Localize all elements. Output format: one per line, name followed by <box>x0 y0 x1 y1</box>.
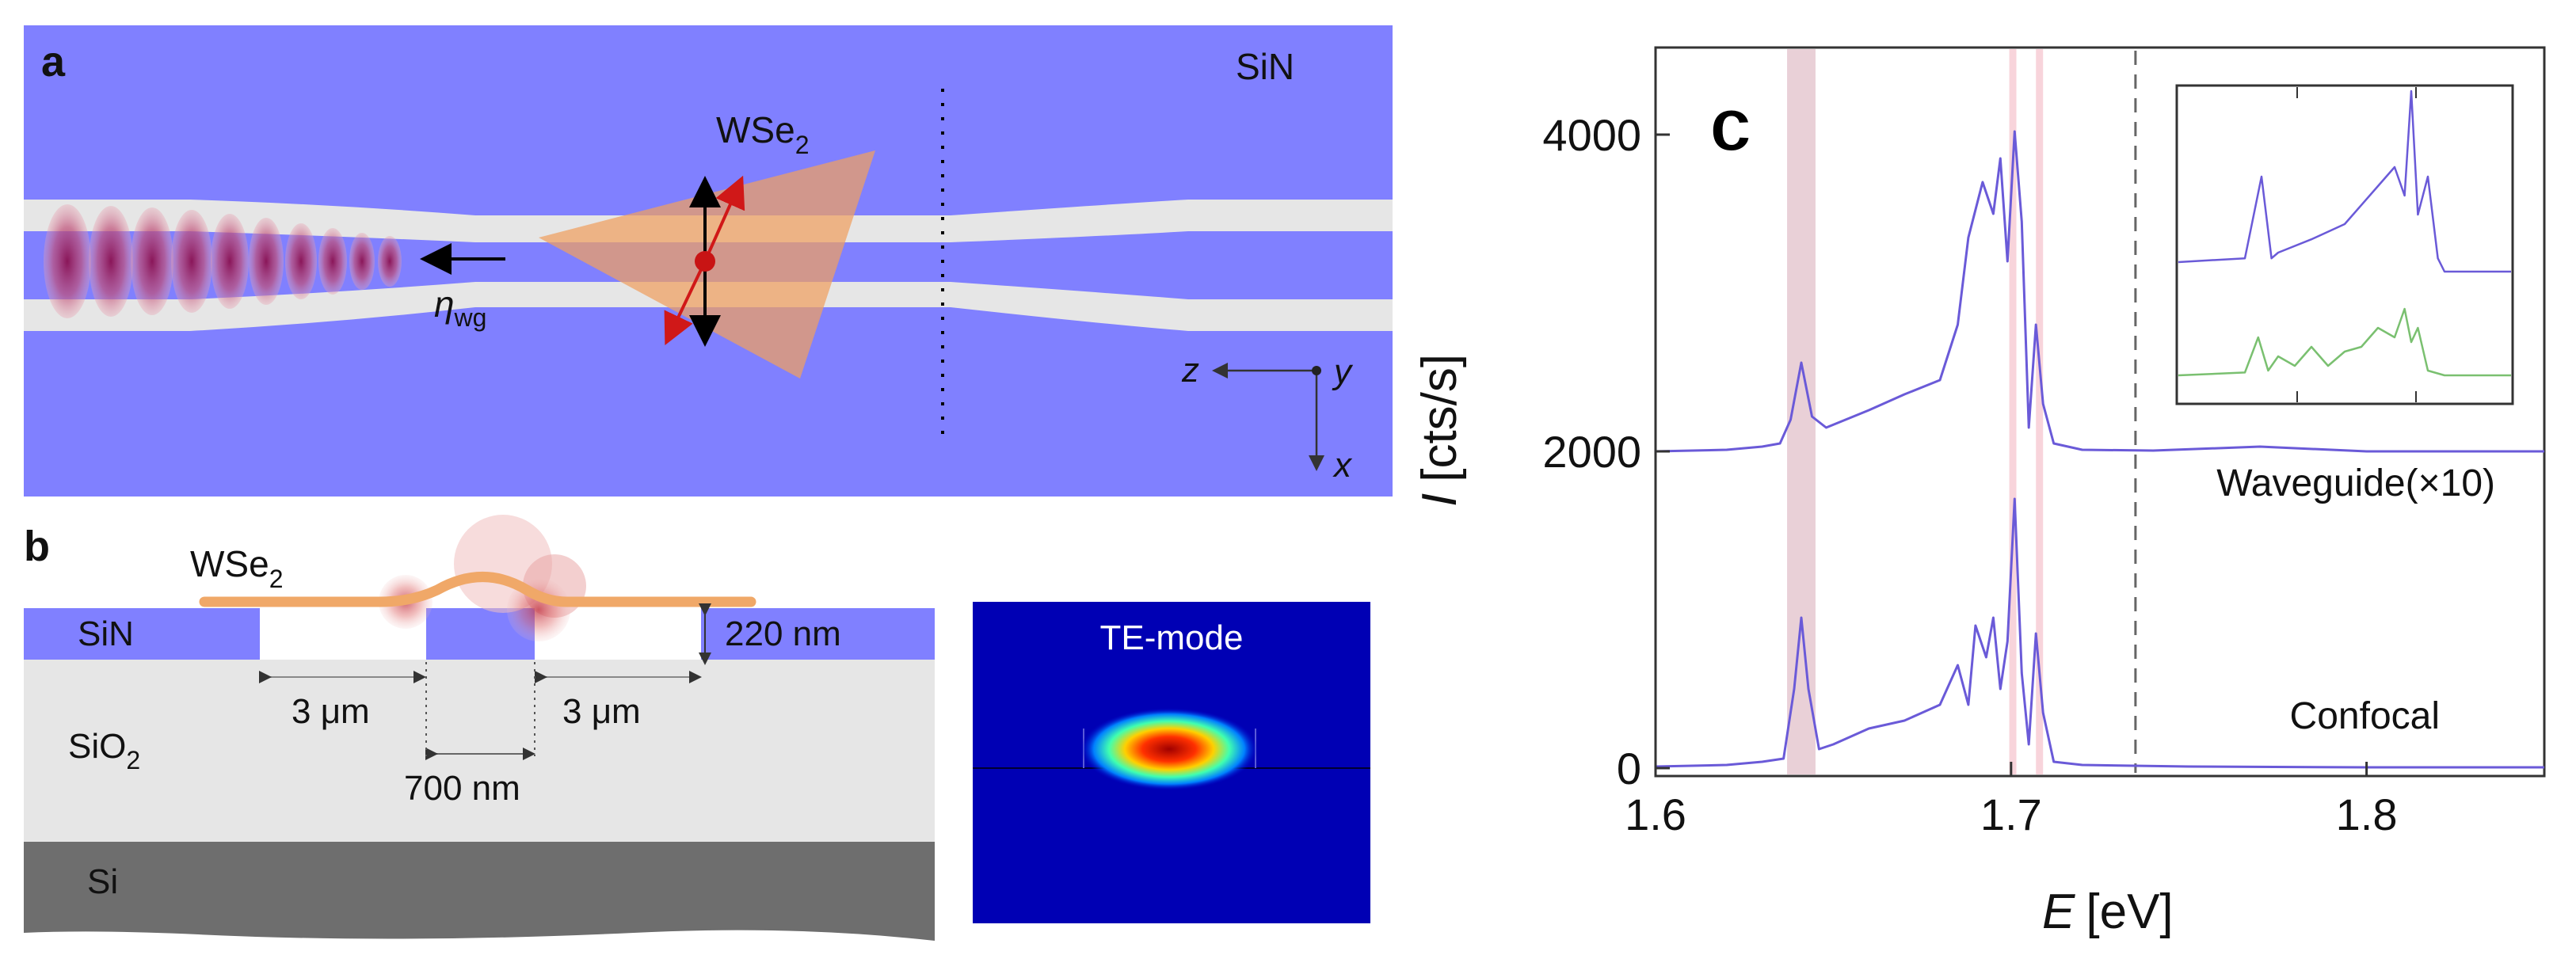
si-label: Si <box>87 862 118 901</box>
sin-block-right <box>701 608 935 660</box>
emitter-arrow-up <box>703 175 745 262</box>
panel-b: b WSe2 SiN 220 nm SiO2 Si 3 μm 3 μm 700 … <box>24 515 1370 941</box>
panel-c-letter: c <box>1709 82 1751 167</box>
series-line-1 <box>1655 497 2544 769</box>
sin-label-b: SiN <box>78 614 134 653</box>
te-mode-field <box>1080 708 1258 790</box>
y-axis-label: y <box>1332 352 1354 391</box>
panel-b-letter: b <box>24 523 50 570</box>
emitter-blob-right <box>507 578 570 641</box>
y-tick-label: 4000 <box>1542 110 1641 160</box>
series-line-0 <box>1655 130 2544 453</box>
gap-right-label: 3 μm <box>562 692 641 731</box>
inset-series-line-0 <box>2178 89 2511 273</box>
x-axis-title: E [eV] <box>2042 885 2174 939</box>
y-ticks: 0 2000 4000 <box>1542 110 1670 793</box>
spectra <box>1655 130 2544 769</box>
sio2-label: SiO2 <box>68 727 140 774</box>
sin-label: SiN <box>1236 46 1294 87</box>
panel-c-chart: 1.6 1.7 1.8 0 2000 4000 c E [eV] I[cts/s] Wav… <box>1412 46 2546 939</box>
highlight-band <box>2009 49 2017 774</box>
width-label: 700 nm <box>404 769 520 808</box>
x-tick-label: 1.8 <box>2336 789 2398 839</box>
inset-series-line-1 <box>2178 307 2511 377</box>
efficiency-label: ηwg <box>434 283 486 332</box>
guided-mode-profile <box>44 204 402 318</box>
gap-left-label: 3 μm <box>292 692 370 731</box>
panel-a: a SiN WSe2 ηwg z y x <box>24 25 1393 497</box>
y-tick-label: 2000 <box>1542 427 1641 477</box>
sin-block-left <box>24 608 260 660</box>
si-layer <box>24 842 935 941</box>
inset-frame <box>2175 84 2514 405</box>
wse2-label-a: WSe2 <box>716 109 809 159</box>
confocal-series-label: Confocal <box>2290 695 2440 737</box>
wse2-label-b: WSe2 <box>190 543 283 593</box>
waveguide-series-label: Waveguide(×10) <box>2216 462 2495 504</box>
quantum-emitter-dot <box>695 251 715 272</box>
highlight-band <box>2036 49 2044 774</box>
panel-a-letter: a <box>41 38 66 86</box>
thickness-label: 220 nm <box>725 614 841 653</box>
inset-spectra <box>2178 87 2511 402</box>
x-axis-label: x <box>1332 446 1353 485</box>
z-axis-label: z <box>1181 351 1199 390</box>
emitter-arrow-down <box>664 261 707 346</box>
x-tick-label: 1.7 <box>1980 789 2042 839</box>
sio2-layer <box>24 660 935 842</box>
y-tick-label: 0 <box>1617 744 1641 793</box>
y-axis-dot <box>1312 366 1321 375</box>
x-ticks: 1.6 1.7 1.8 <box>1625 762 2398 839</box>
te-mode-label: TE-mode <box>1100 618 1244 657</box>
x-tick-label: 1.6 <box>1625 789 1686 839</box>
y-axis-title: I[cts/s] <box>1412 354 1467 507</box>
wse2-flake-section <box>199 572 756 607</box>
